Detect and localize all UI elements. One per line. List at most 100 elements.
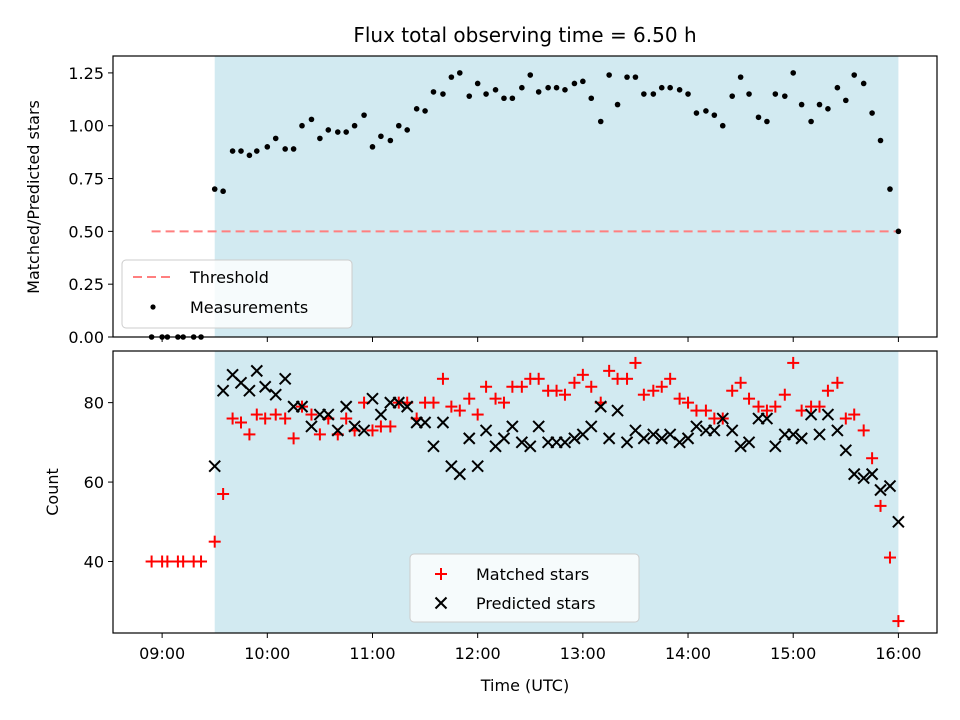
- measurement-point: [703, 108, 709, 114]
- measurement-point: [527, 72, 534, 78]
- predicted-star-point: [839, 444, 853, 457]
- matched-star-point: [769, 400, 782, 413]
- predicted-star-point: [269, 388, 282, 401]
- threshold-legend-label: Threshold: [189, 268, 269, 287]
- matched-star-point: [839, 412, 852, 425]
- top-y-tick-label: 1.25: [68, 64, 104, 83]
- bottom-axes-frame: [112, 350, 938, 634]
- measurement-point: [290, 146, 297, 152]
- measurement-point: [253, 148, 260, 154]
- measurement-point: [308, 116, 315, 123]
- matched-star-point: [287, 432, 300, 445]
- measurement-point: [895, 228, 902, 235]
- matched-star-point: [259, 412, 272, 425]
- measurement-point: [808, 118, 814, 125]
- predicted-star-point: [258, 380, 272, 393]
- matched-star-point: [831, 376, 844, 389]
- matched-star-point: [269, 408, 282, 421]
- measurement-point: [422, 108, 428, 114]
- matched-star-point: [743, 392, 756, 405]
- top-y-tick-label: 0.00: [68, 328, 104, 347]
- predicted-star-point: [716, 412, 729, 425]
- measurement-point: [887, 186, 893, 192]
- bottom-y-tick-label: 40: [84, 553, 104, 572]
- top-y-tick-label: 0.25: [68, 275, 104, 294]
- matched-star-point: [734, 376, 747, 389]
- measurement-point: [790, 70, 797, 76]
- top-y-tick-label: 0.50: [68, 222, 104, 241]
- predicted-star-point: [602, 432, 616, 445]
- predicted-star-point: [427, 440, 440, 453]
- matched-star-point: [752, 400, 765, 413]
- matched-star-point: [208, 535, 221, 548]
- measurement-point: [606, 72, 612, 78]
- measurement-point: [650, 91, 657, 97]
- bottom-y-axis-label: Count: [43, 468, 62, 516]
- matched-star-point: [161, 555, 174, 568]
- measurement-point: [641, 91, 647, 97]
- predicted-star-point: [305, 420, 318, 433]
- measurement-point: [474, 80, 481, 87]
- measurement-point: [562, 87, 568, 93]
- predicted-star-point: [568, 432, 581, 445]
- predicted-star-point: [821, 408, 835, 421]
- measurements-legend-swatch: [150, 304, 156, 310]
- matched-star-point: [195, 555, 208, 568]
- bottom-y-tick-label: 80: [84, 394, 104, 413]
- measurement-point: [729, 93, 736, 99]
- predicted-star-point: [848, 467, 861, 481]
- top-legend: Threshold Measurements: [121, 259, 353, 329]
- x-tick-label: 10:00: [244, 644, 290, 663]
- matched-star-point: [778, 388, 791, 401]
- predicted-star-point: [558, 436, 572, 449]
- measurement-point: [685, 91, 691, 97]
- predicted-star-point: [585, 420, 598, 433]
- predicted-star-point: [453, 467, 466, 481]
- matched-star-point: [177, 555, 190, 568]
- predicted-star-point: [250, 364, 263, 378]
- measurement-point: [466, 93, 473, 99]
- predicted-star-point: [647, 428, 660, 441]
- top-y-tick-label: 0.75: [68, 170, 104, 189]
- matched-star-point: [637, 388, 650, 401]
- matched-star-point: [340, 412, 353, 425]
- predicted-star-point: [216, 384, 230, 397]
- matched-star-point: [655, 380, 668, 393]
- predicted-star-point: [769, 440, 782, 453]
- predicted-star-point: [278, 372, 292, 386]
- measurement-point: [448, 74, 455, 80]
- measurement-point: [492, 87, 499, 93]
- measurement-point: [246, 152, 253, 159]
- measurement-point: [869, 110, 875, 116]
- measurement-point: [325, 127, 332, 133]
- predicted-legend-swatch: [434, 596, 448, 610]
- x-tick-label: 12:00: [455, 644, 501, 663]
- measurement-point: [378, 133, 384, 140]
- matched-star-point: [366, 424, 379, 437]
- matched-star-point: [313, 428, 326, 441]
- predicted-star-point: [813, 428, 826, 441]
- measurement-point: [211, 186, 218, 192]
- predicted-star-point: [339, 400, 353, 413]
- measurement-point: [553, 84, 560, 91]
- measurement-point: [782, 93, 788, 99]
- predicted-star-point: [637, 432, 651, 445]
- predicted-star-point: [742, 436, 756, 449]
- measurement-point: [343, 129, 349, 135]
- matched-star-point: [760, 404, 773, 417]
- top-legend-box: [121, 259, 353, 329]
- measurement-point: [404, 127, 410, 133]
- matched-star-point: [892, 615, 905, 628]
- matched-star-point: [217, 487, 230, 500]
- measurement-point: [764, 118, 770, 125]
- matched-star-point: [532, 372, 545, 385]
- predicted-star-point: [594, 400, 607, 413]
- bottom-panel: 40 60 80 09:00 10:00 11:00 12:00 13:00 14:00 15:…: [43, 350, 938, 695]
- measurement-point: [667, 84, 673, 91]
- top-y-ticks: 0.00 0.25 0.50 0.75 1.00 1.25: [68, 64, 113, 347]
- predicted-star-point: [883, 479, 897, 493]
- matched-star-point: [226, 412, 239, 425]
- measurement-point: [351, 122, 358, 129]
- predicted-star-point: [400, 400, 414, 413]
